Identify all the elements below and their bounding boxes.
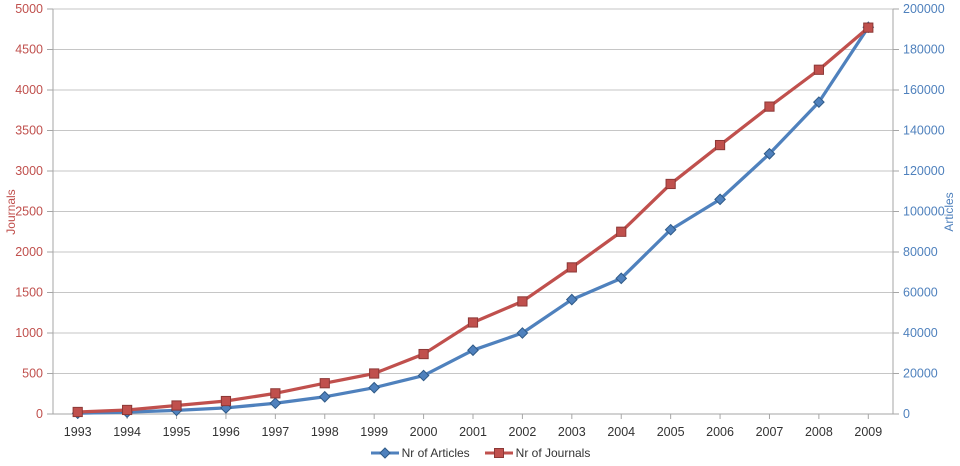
left-axis-tick-label: 3000 [15, 164, 43, 178]
data-point-diamond [565, 293, 578, 306]
right-axis-tick-label: 80000 [903, 245, 938, 259]
x-axis-tick-label: 2002 [509, 425, 537, 439]
data-point-square [467, 317, 479, 328]
x-axis-tick-label: 1994 [113, 425, 141, 439]
data-point-square [616, 226, 627, 237]
data-point-diamond [615, 272, 628, 285]
data-point-diamond [318, 390, 331, 403]
x-axis-tick-label: 1996 [212, 425, 240, 439]
data-point-diamond [664, 223, 677, 236]
legend-item-journals: Nr of Journals [484, 446, 591, 460]
data-point-diamond [368, 381, 381, 394]
x-axis-tick-label: 1998 [311, 425, 339, 439]
left-axis-tick-label: 4000 [15, 83, 43, 97]
data-point-square [714, 139, 726, 151]
articles-series-legend-icon [370, 447, 399, 459]
data-point-diamond [417, 369, 430, 382]
left-axis-tick-label: 1500 [15, 286, 43, 300]
data-point-square [665, 178, 676, 190]
right-axis-title: Articles [942, 192, 956, 232]
journals-series-legend-icon [484, 448, 513, 458]
data-point-square [171, 400, 182, 411]
data-point-square [566, 262, 577, 273]
left-axis-tick-label: 1000 [15, 326, 43, 340]
x-axis-tick-label: 2006 [706, 425, 734, 439]
right-axis-tick-label: 200000 [903, 2, 945, 16]
left-axis-tick-label: 2000 [15, 245, 43, 259]
right-axis-tick-label: 60000 [903, 286, 938, 300]
data-point-diamond [763, 147, 776, 160]
x-axis-tick-label: 2008 [805, 425, 833, 439]
data-point-diamond [467, 344, 479, 357]
legend: Nr of Articles Nr of Journals [0, 446, 960, 460]
x-axis-tick-label: 2004 [607, 425, 635, 439]
right-axis-tick-label: 140000 [903, 124, 945, 138]
data-point-diamond [714, 193, 726, 206]
x-axis-tick-label: 2007 [756, 425, 784, 439]
data-point-square [369, 368, 380, 379]
right-axis-tick-label: 180000 [903, 43, 945, 57]
right-axis-tick-label: 100000 [903, 205, 945, 219]
right-axis-tick-label: 120000 [903, 164, 945, 178]
data-point-square [270, 388, 281, 399]
right-axis-tick-label: 20000 [903, 367, 938, 381]
right-axis-tick-label: 160000 [903, 83, 945, 97]
x-axis-tick-label: 2009 [854, 425, 882, 439]
x-axis-tick-label: 2001 [459, 425, 487, 439]
data-point-square [764, 101, 775, 112]
left-axis-title: Journals [4, 189, 18, 235]
left-axis-tick-label: 4500 [15, 43, 43, 57]
right-axis-tick-label: 0 [903, 407, 910, 421]
legend-label-articles: Nr of Articles [401, 446, 470, 460]
data-point-diamond [516, 327, 529, 339]
legend-item-articles: Nr of Articles [370, 446, 470, 460]
data-point-square [220, 395, 232, 407]
data-point-diamond [269, 397, 282, 410]
left-axis-tick-label: 500 [22, 367, 43, 381]
x-axis-tick-label: 2000 [410, 425, 438, 439]
x-axis-tick-label: 1999 [360, 425, 388, 439]
x-axis-tick-label: 1995 [163, 425, 191, 439]
data-point-square [863, 22, 874, 33]
legend-label-journals: Nr of Journals [515, 446, 591, 460]
data-point-square [319, 378, 330, 389]
x-axis-tick-label: 2005 [657, 425, 685, 439]
left-axis-tick-label: 2500 [15, 205, 43, 219]
data-point-square [813, 64, 824, 75]
left-axis-tick-label: 3500 [15, 124, 43, 138]
data-point-square [122, 404, 133, 416]
data-point-square [418, 348, 429, 360]
left-axis-tick-label: 5000 [15, 2, 43, 16]
data-point-diamond [812, 96, 825, 109]
x-axis-tick-label: 1997 [261, 425, 289, 439]
left-axis-tick-label: 0 [36, 407, 43, 421]
data-point-square [517, 296, 528, 307]
data-point-square [72, 406, 83, 418]
x-axis-tick-label: 1993 [64, 425, 92, 439]
x-axis-tick-label: 2003 [558, 425, 586, 439]
right-axis-tick-label: 40000 [903, 326, 938, 340]
